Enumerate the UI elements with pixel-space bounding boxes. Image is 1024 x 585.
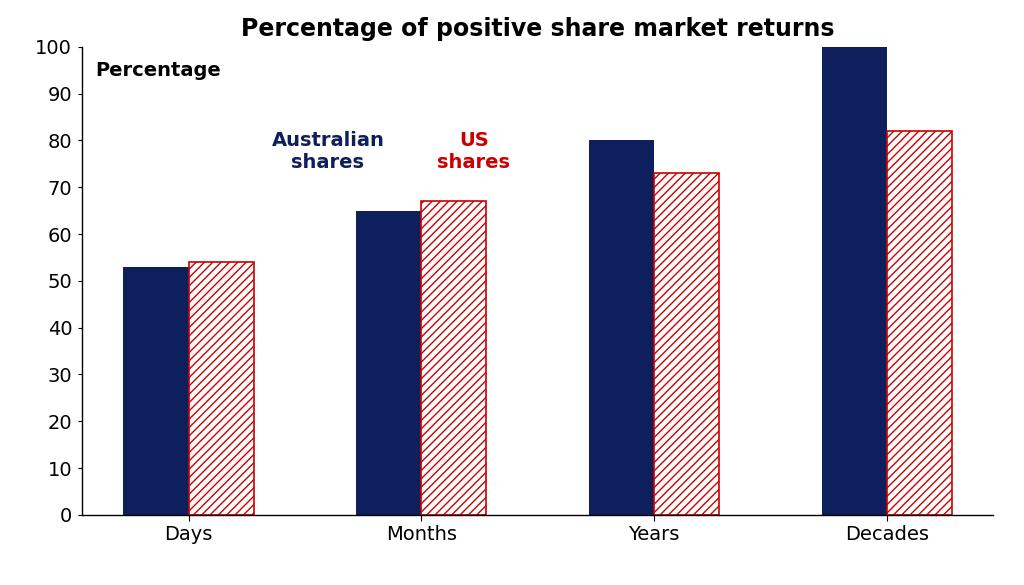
- Bar: [654, 173, 719, 515]
- Bar: [123, 267, 188, 515]
- Text: US
shares: US shares: [437, 131, 510, 172]
- Text: Australian
shares: Australian shares: [271, 131, 384, 172]
- Title: Percentage of positive share market returns: Percentage of positive share market retu…: [241, 17, 835, 41]
- Bar: [821, 47, 887, 515]
- Bar: [589, 140, 654, 515]
- Bar: [356, 211, 421, 515]
- Text: Percentage: Percentage: [95, 61, 221, 80]
- Bar: [887, 131, 952, 515]
- Bar: [421, 201, 486, 515]
- Bar: [188, 262, 254, 515]
